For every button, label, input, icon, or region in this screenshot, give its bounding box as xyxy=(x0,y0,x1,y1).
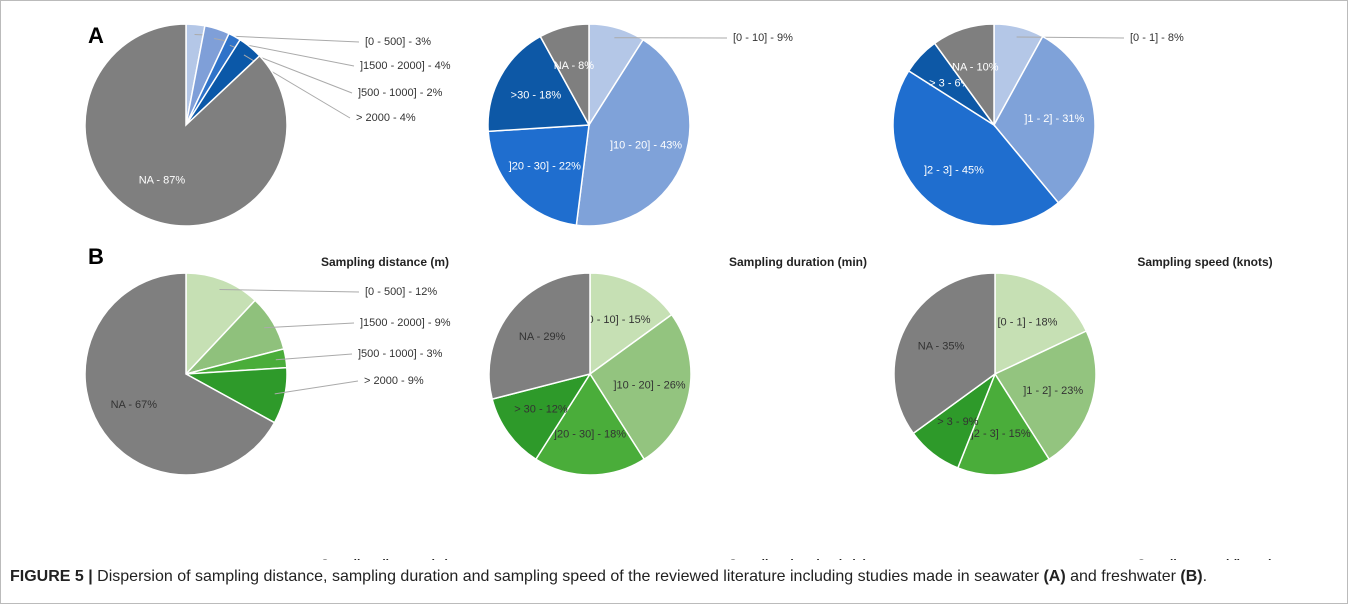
caption-text: . xyxy=(1202,568,1208,585)
slice-label: NA - 87% xyxy=(139,175,186,187)
pie-slice xyxy=(933,23,995,128)
caption-label: FIGURE 5 | xyxy=(10,568,93,585)
pie-slice xyxy=(994,272,1088,376)
pie-slice xyxy=(539,23,590,126)
leader-line xyxy=(1016,36,1125,39)
pie-slice xyxy=(84,272,276,476)
slice-label: [0 - 10] - 9% xyxy=(733,32,793,44)
chart-title: Sampling speed (knots) xyxy=(1137,255,1272,269)
chart-title: Sampling duration (min) xyxy=(729,557,867,560)
pie-slice xyxy=(575,38,691,227)
pie-slice xyxy=(84,23,288,227)
slice-label: [0 - 10] - 15% xyxy=(584,314,650,326)
slice-label: ]500 - 1000] - 3% xyxy=(358,348,443,360)
slice-label: ]10 - 20] - 43% xyxy=(610,139,682,151)
slice-label: ]10 - 20] - 26% xyxy=(613,379,685,391)
leader-line xyxy=(264,322,355,329)
slice-label: ]1500 - 2000] - 9% xyxy=(360,317,451,329)
slice-label: > 2000 - 9% xyxy=(364,375,424,387)
pie-slice xyxy=(892,69,1060,227)
slice-label: ]1 - 2] - 31% xyxy=(1024,113,1084,125)
slice-label: >30 - 18% xyxy=(511,90,562,102)
leader-line xyxy=(275,353,353,361)
slice-label: > 3 - 6% xyxy=(929,77,970,89)
caption: FIGURE 5 | Dispersion of sampling distan… xyxy=(10,566,1310,588)
panel-label: B xyxy=(88,244,104,269)
chart-title: Sampling distance (m) xyxy=(321,255,449,269)
leader-line xyxy=(274,380,359,395)
slice-label: NA - 8% xyxy=(554,60,595,72)
pie-slice xyxy=(588,313,692,461)
pie-slice xyxy=(488,272,591,401)
pie-slice xyxy=(893,272,996,435)
pie-slice xyxy=(589,272,673,376)
slice-label: ]2 - 3] - 15% xyxy=(971,428,1031,440)
slice-label: ]20 - 30] - 18% xyxy=(554,429,626,441)
pie-slice xyxy=(491,372,592,461)
caption-text: and freshwater xyxy=(1065,568,1181,585)
pie-slice xyxy=(956,372,1051,476)
figure: A B [0 - 500] - 3% ]1500 - 2000] - 4% ]500… xyxy=(84,23,1273,560)
pie-slice xyxy=(993,35,1096,204)
slice-label: [0 - 500] - 12% xyxy=(365,286,437,298)
slice-label: NA - 67% xyxy=(111,399,158,411)
slice-label: > 30 - 12% xyxy=(514,404,568,416)
slice-label: ]1 - 2] - 23% xyxy=(1023,385,1083,397)
caption-text: Dispersion of sampling distance, samplin… xyxy=(92,568,1044,585)
pie-slice xyxy=(534,372,646,476)
chart-title: Sampling speed (knots) xyxy=(1137,557,1272,560)
slice-label: ]20 - 30] - 22% xyxy=(509,160,581,172)
slice-label: ]500 - 1000] - 2% xyxy=(358,87,443,99)
slice-label: [0 - 500] - 3% xyxy=(365,36,431,48)
slice-label: [0 - 1] - 8% xyxy=(1130,32,1184,44)
slice-label: NA - 35% xyxy=(918,340,965,352)
pie-slice xyxy=(993,329,1097,461)
pie-slice xyxy=(487,35,591,133)
slice-label: NA - 10% xyxy=(952,61,999,73)
caption-ref: (B) xyxy=(1180,568,1203,585)
pie-slice xyxy=(487,124,590,227)
panel-label: A xyxy=(88,23,104,48)
chart-title: Sampling distance (m) xyxy=(321,557,449,560)
slice-label: NA - 29% xyxy=(519,331,566,343)
slice-label: ]1500 - 2000] - 4% xyxy=(360,60,451,72)
slice-label: > 2000 - 4% xyxy=(356,112,416,124)
leader-line xyxy=(219,288,360,293)
slice-label: [0 - 1] - 18% xyxy=(998,317,1058,329)
chart-title: Sampling duration (min) xyxy=(729,255,867,269)
pie-slice xyxy=(185,272,257,376)
slice-label: ]2 - 3] - 45% xyxy=(924,164,984,176)
caption-ref: (A) xyxy=(1043,568,1066,585)
slice-label: > 3 - 9% xyxy=(937,416,978,428)
